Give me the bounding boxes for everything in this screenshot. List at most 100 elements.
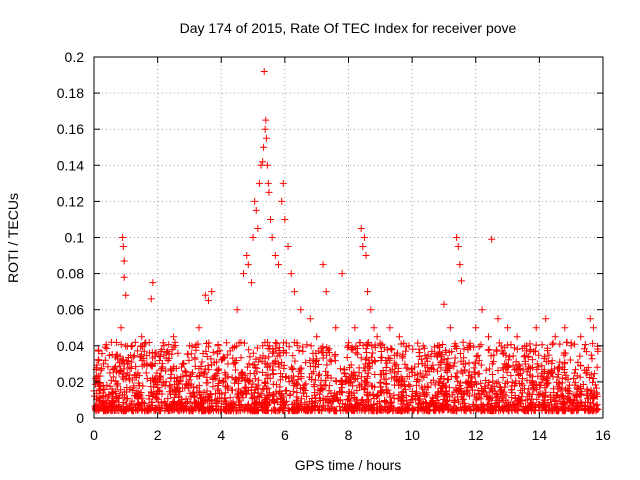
background-point xyxy=(479,401,487,409)
background-point xyxy=(174,399,182,407)
data-point xyxy=(313,333,321,341)
background-point xyxy=(456,403,464,411)
data-point xyxy=(322,288,330,296)
background-point xyxy=(210,359,218,367)
background-point xyxy=(117,386,125,394)
background-point xyxy=(123,394,131,402)
background-point xyxy=(341,370,349,378)
background-point xyxy=(100,400,108,408)
background-point xyxy=(390,394,398,402)
background-point xyxy=(524,389,532,397)
background-point xyxy=(264,401,272,409)
grid-lines xyxy=(94,57,603,418)
data-point xyxy=(345,342,352,350)
background-point xyxy=(309,349,317,357)
background-point xyxy=(253,364,261,372)
background-point xyxy=(147,388,155,396)
x-tick-label: 12 xyxy=(468,427,484,443)
background-point xyxy=(101,386,109,394)
background-point xyxy=(357,380,365,388)
background-point xyxy=(559,393,567,401)
background-point xyxy=(368,382,376,390)
background-point xyxy=(102,341,110,349)
background-point xyxy=(178,398,186,406)
data-point xyxy=(179,360,187,368)
background-point xyxy=(93,361,101,369)
background-point xyxy=(352,342,360,350)
background-point xyxy=(350,389,358,397)
background-point xyxy=(153,391,161,399)
background-point xyxy=(263,338,271,346)
background-point xyxy=(240,388,248,396)
background-point xyxy=(418,372,426,380)
background-point xyxy=(172,389,180,397)
background-point xyxy=(504,364,512,372)
background-point xyxy=(297,402,305,410)
data-point xyxy=(262,116,270,124)
background-point xyxy=(310,368,318,376)
background-point xyxy=(377,348,385,356)
background-point xyxy=(108,397,116,405)
background-point xyxy=(262,371,270,379)
background-point xyxy=(336,365,344,373)
background-point xyxy=(443,391,451,399)
background-point xyxy=(203,340,211,348)
data-point xyxy=(262,134,270,142)
background-point xyxy=(175,407,183,415)
background-point xyxy=(286,392,294,400)
background-point xyxy=(327,357,335,365)
background-point xyxy=(427,379,435,387)
background-point xyxy=(421,390,429,398)
data-point xyxy=(170,333,178,341)
background-point xyxy=(354,399,362,407)
background-point xyxy=(428,347,436,355)
x-tick-label: 0 xyxy=(90,427,98,443)
background-point xyxy=(444,355,452,363)
background-point xyxy=(126,376,134,384)
data-point xyxy=(185,342,193,350)
data-point xyxy=(214,342,222,350)
background-point xyxy=(228,402,236,410)
background-point xyxy=(362,349,370,357)
background-point xyxy=(451,399,459,407)
background-point xyxy=(341,405,349,413)
background-point xyxy=(482,366,490,374)
background-point xyxy=(543,374,551,382)
data-point xyxy=(224,351,232,359)
background-point xyxy=(250,361,258,369)
background-point xyxy=(255,376,263,384)
background-point xyxy=(351,395,359,403)
background-point xyxy=(416,369,424,377)
background-point xyxy=(114,395,122,403)
background-point xyxy=(196,390,204,398)
background-point xyxy=(538,369,546,377)
background-point xyxy=(419,398,427,406)
background-point xyxy=(395,406,403,414)
data-point xyxy=(360,234,368,241)
x-tick-label: 4 xyxy=(217,427,225,443)
background-point xyxy=(473,352,481,360)
background-point xyxy=(282,387,290,395)
background-point xyxy=(303,341,311,349)
background-point xyxy=(188,369,196,377)
background-point xyxy=(499,374,507,382)
background-point xyxy=(241,405,249,413)
background-point xyxy=(388,345,396,353)
data-point xyxy=(362,252,370,260)
background-point xyxy=(190,393,198,401)
background-point xyxy=(320,381,328,389)
background-point xyxy=(268,366,276,374)
background-point xyxy=(352,404,360,412)
background-point xyxy=(289,377,297,385)
background-point xyxy=(157,374,165,382)
background-point xyxy=(452,342,460,350)
background-point xyxy=(213,370,221,378)
background-point xyxy=(350,375,358,383)
background-point xyxy=(463,379,471,387)
background-point xyxy=(191,362,199,370)
background-point xyxy=(200,388,208,396)
background-point xyxy=(369,349,377,357)
background-point xyxy=(290,338,298,346)
background-point xyxy=(187,370,195,378)
background-point xyxy=(594,347,602,355)
